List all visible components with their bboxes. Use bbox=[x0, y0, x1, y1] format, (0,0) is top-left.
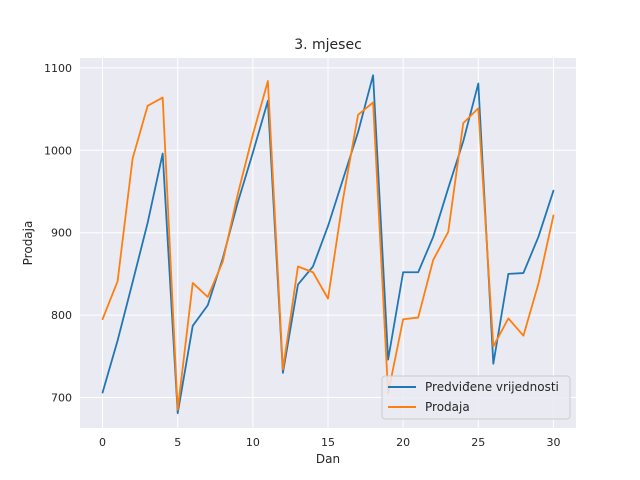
x-axis-label: Dan bbox=[316, 452, 340, 466]
x-tick-label: 25 bbox=[471, 436, 485, 449]
y-axis-label: Prodaja bbox=[21, 221, 35, 266]
grid bbox=[80, 58, 576, 428]
x-tick-label: 20 bbox=[396, 436, 410, 449]
legend-label-predicted: Predviđene vrijednosti bbox=[425, 380, 559, 394]
x-tick-label: 5 bbox=[174, 436, 181, 449]
x-tick-label: 15 bbox=[321, 436, 335, 449]
y-tick-label: 700 bbox=[51, 392, 72, 405]
legend: Predviđene vrijednosti Prodaja bbox=[381, 375, 571, 420]
y-tick-label: 900 bbox=[51, 227, 72, 240]
ticks: 0 5 10 15 20 25 30 700 800 900 1000 1100 bbox=[44, 62, 560, 449]
y-tick-label: 1100 bbox=[44, 62, 72, 75]
y-tick-label: 800 bbox=[51, 309, 72, 322]
x-tick-label: 10 bbox=[246, 436, 260, 449]
legend-box bbox=[381, 375, 571, 420]
x-tick-label: 30 bbox=[546, 436, 560, 449]
x-tick-label: 0 bbox=[99, 436, 106, 449]
series-layer bbox=[101, 74, 555, 415]
legend-label-sales: Prodaja bbox=[425, 400, 470, 414]
series-line-predicted bbox=[101, 74, 555, 415]
chart-title: 3. mjesec bbox=[294, 37, 362, 53]
series-line-sales bbox=[101, 80, 555, 411]
y-tick-label: 1000 bbox=[44, 144, 72, 157]
